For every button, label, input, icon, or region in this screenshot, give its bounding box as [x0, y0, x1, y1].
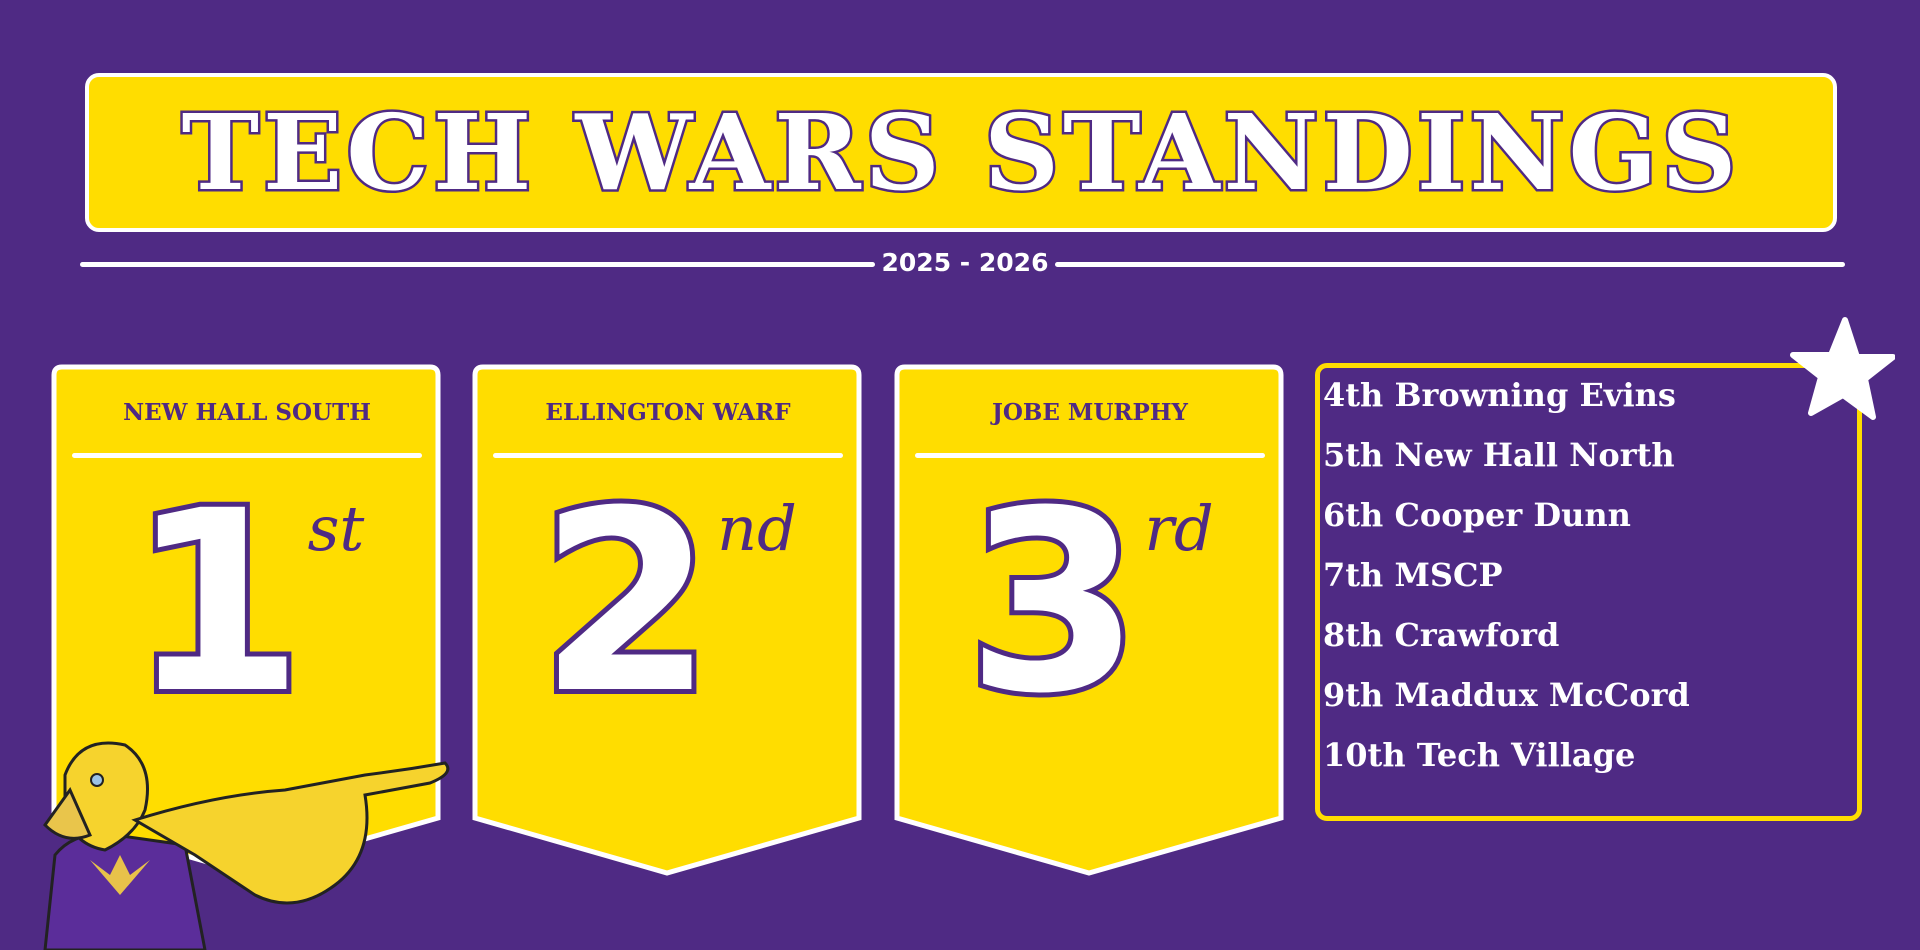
place-number: 3	[961, 457, 1145, 748]
ranking-item: 4th Browning Evins	[1323, 376, 1676, 414]
ranking-item: 8th Crawford	[1323, 616, 1560, 654]
podium-banner-1st: NEW HALL SOUTH 1 st	[50, 363, 444, 878]
ranking-item: 6th Cooper Dunn	[1323, 496, 1631, 534]
place-suffix: rd	[1144, 492, 1214, 565]
divider-right	[1055, 262, 1845, 267]
page-title: TECH WARS STANDINGS	[179, 90, 1741, 214]
podium-banner-2nd: ELLINGTON WARF 2 nd	[471, 363, 865, 878]
divider-left	[80, 262, 875, 267]
team-name: NEW HALL SOUTH	[123, 399, 371, 426]
divider	[493, 453, 843, 458]
eagle-mascot	[43, 741, 450, 950]
ranking-item: 7th MSCP	[1323, 556, 1503, 594]
divider	[72, 453, 422, 458]
star-icon	[1790, 317, 1895, 420]
title-banner: TECH WARS STANDINGS	[85, 73, 1837, 232]
rankings-list	[1315, 363, 1862, 821]
place-number: 2	[534, 457, 718, 748]
ranking-item: 5th New Hall North	[1323, 436, 1675, 474]
place-label: 1 st	[50, 457, 444, 748]
ranking-item: 10th Tech Village	[1323, 736, 1636, 774]
place-number: 1	[125, 457, 309, 748]
podium-banner-3rd: JOBE MURPHY 3 rd	[893, 363, 1287, 878]
place-label: 2 nd	[471, 457, 865, 748]
team-name: ELLINGTON WARF	[545, 399, 791, 426]
ranking-item: 9th Maddux McCord	[1323, 676, 1690, 714]
place-label: 3 rd	[893, 457, 1287, 748]
place-suffix: st	[307, 492, 365, 565]
season-label: 2025 - 2026	[881, 248, 1049, 277]
place-suffix: nd	[717, 492, 797, 565]
divider	[915, 453, 1265, 458]
team-name: JOBE MURPHY	[992, 399, 1188, 426]
